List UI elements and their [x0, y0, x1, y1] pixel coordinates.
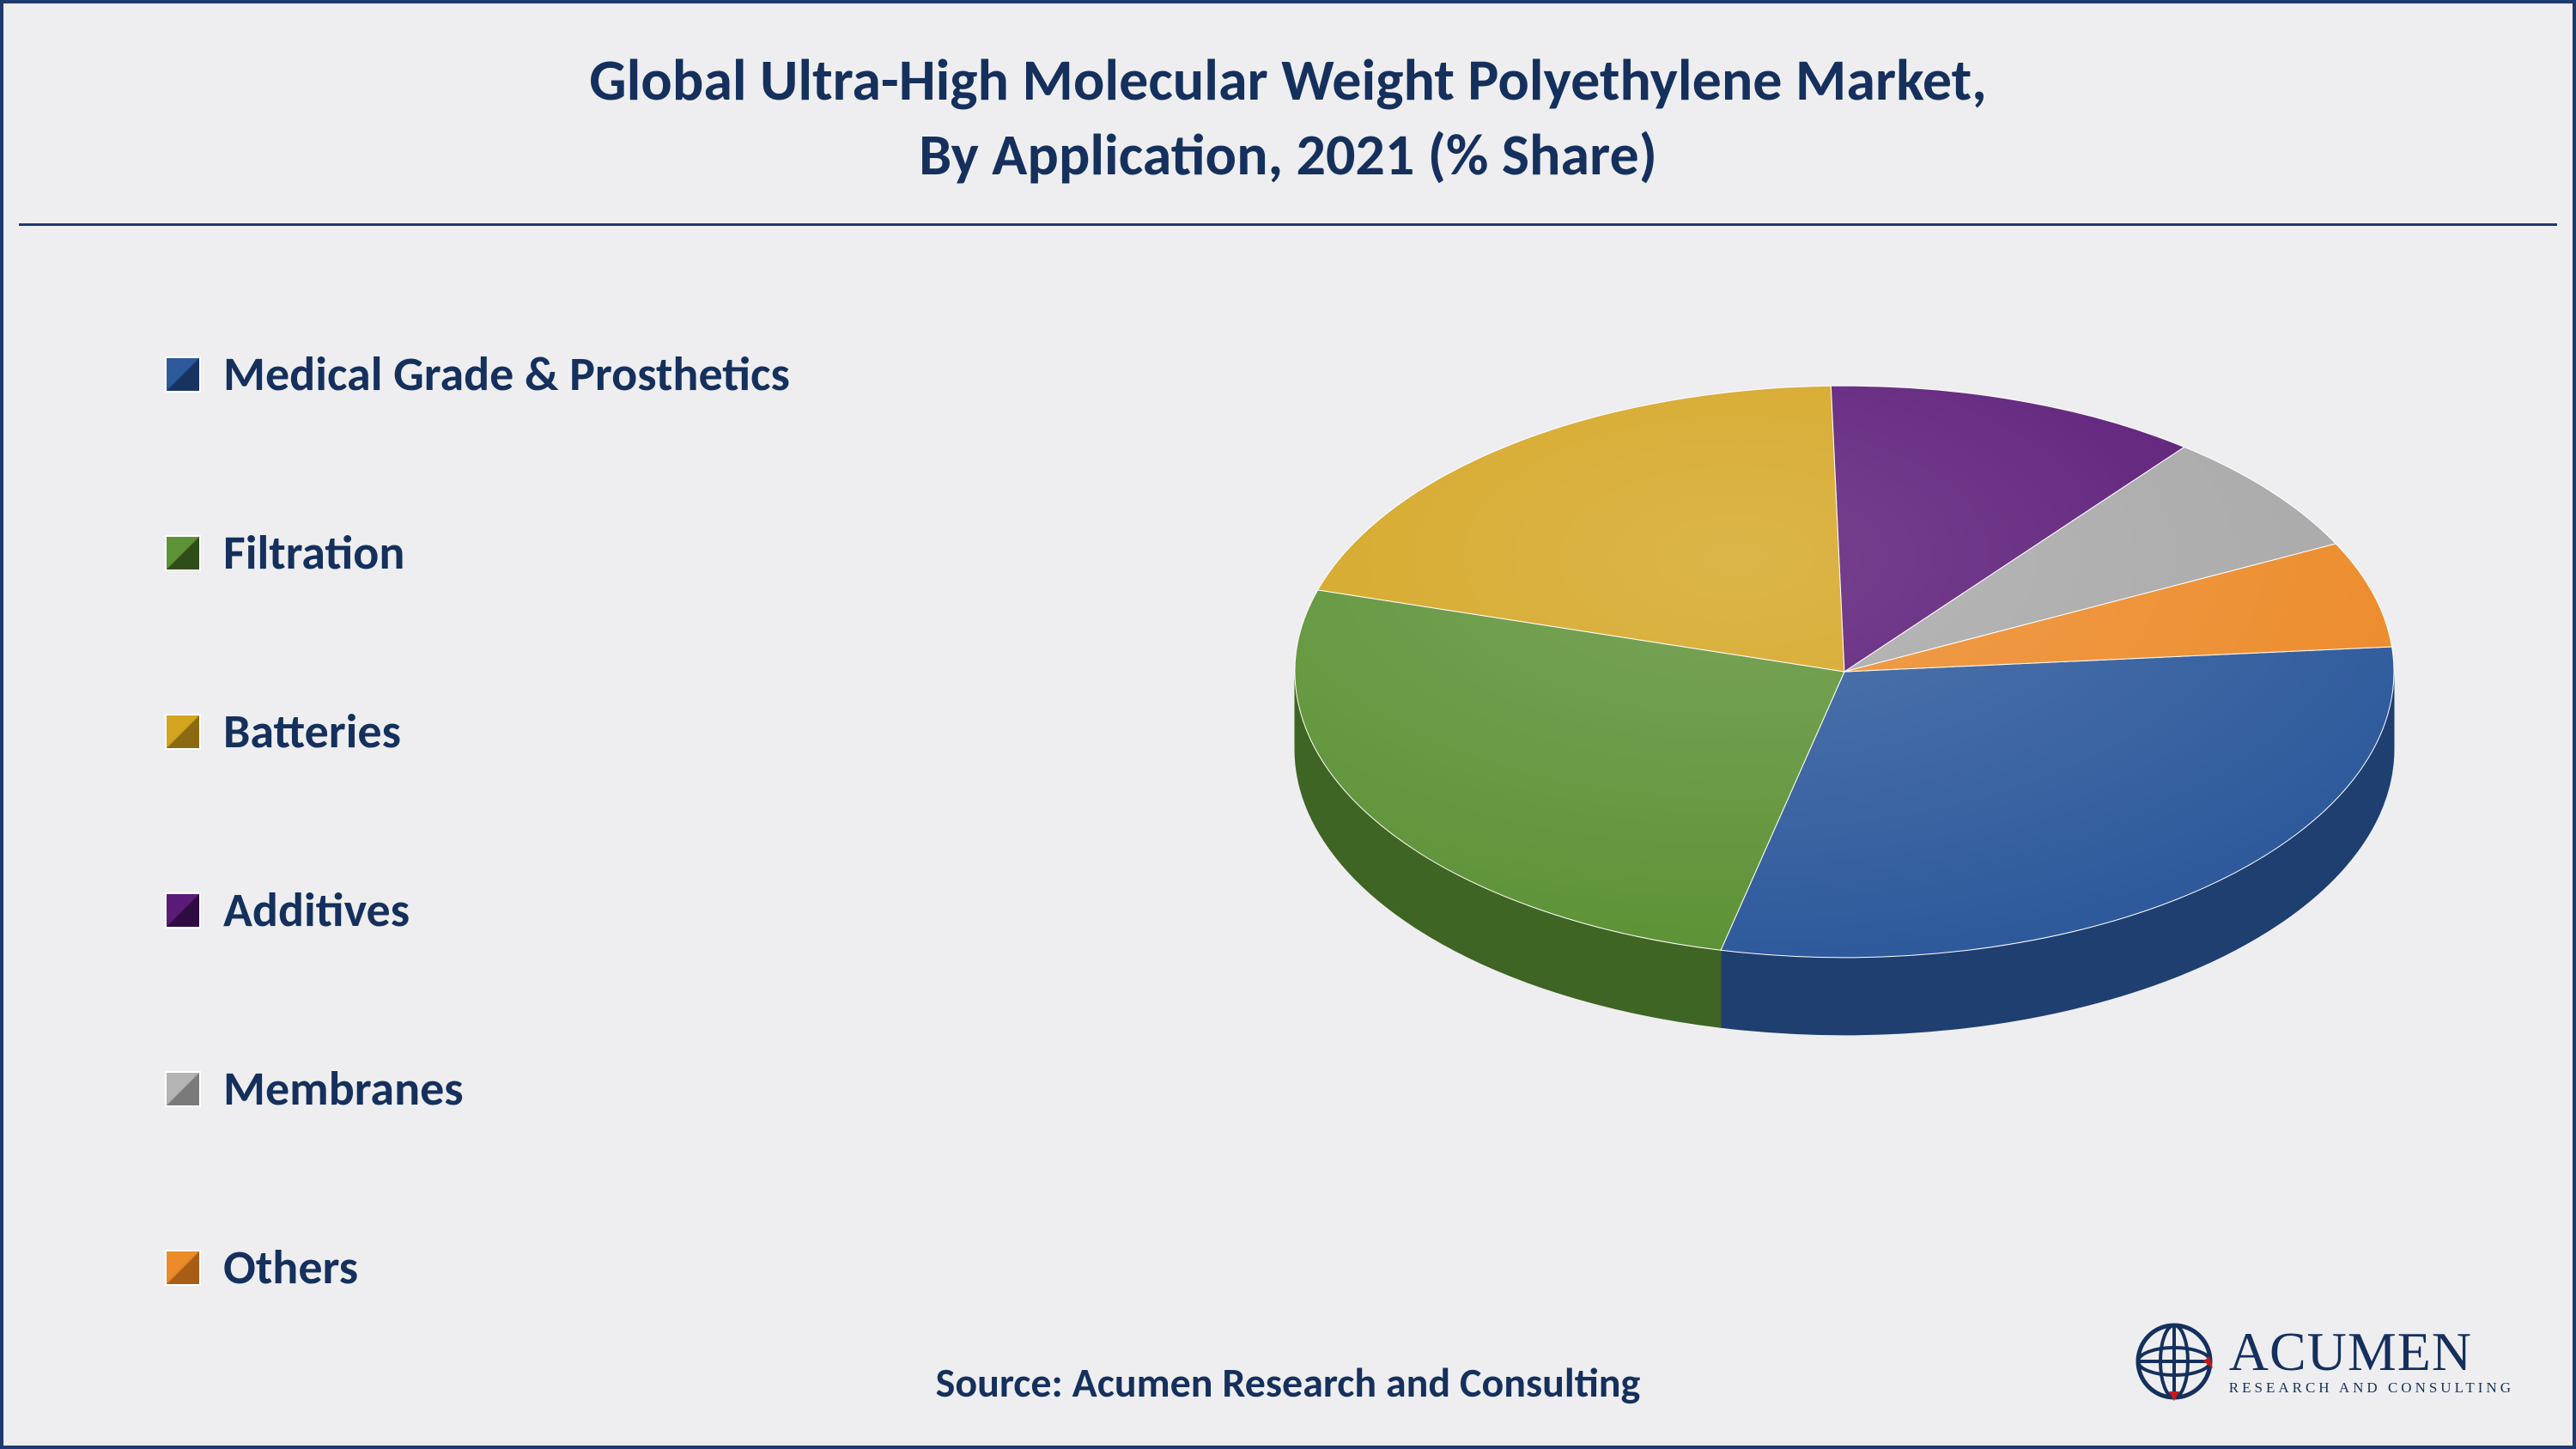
legend-item: Filtration: [165, 524, 790, 582]
logo-main-text: ACUMEN: [2229, 1326, 2472, 1379]
legend-swatch: [165, 535, 201, 571]
legend-item: Batteries: [165, 703, 790, 761]
legend-item: Medical Grade & Prosthetics: [165, 345, 790, 404]
legend-swatch: [165, 1071, 201, 1107]
legend: Medical Grade & Prosthetics Filtration Bat…: [165, 345, 790, 1297]
title-line-1: Global Ultra-High Molecular Weight Polye…: [53, 43, 2523, 118]
legend-label: Batteries: [223, 703, 401, 761]
legend-item: Membranes: [165, 1060, 790, 1118]
legend-label: Additives: [223, 881, 410, 940]
legend-label: Membranes: [223, 1060, 464, 1118]
legend-label: Medical Grade & Prosthetics: [223, 345, 790, 404]
chart-inner: Global Ultra-High Molecular Weight Polye…: [19, 19, 2557, 1430]
pie-chart: [1192, 345, 2480, 1118]
legend-label: Filtration: [223, 524, 404, 582]
legend-swatch: [165, 356, 201, 393]
globe-icon: [2131, 1318, 2217, 1404]
legend-item: Additives: [165, 881, 790, 940]
logo-text: ACUMEN RESEARCH AND CONSULTING: [2229, 1326, 2514, 1397]
title-block: Global Ultra-High Molecular Weight Polye…: [19, 19, 2557, 226]
content-area: Medical Grade & Prosthetics Filtration Bat…: [19, 277, 2557, 1430]
legend-swatch: [165, 1250, 201, 1286]
legend-label: Others: [223, 1239, 358, 1297]
acumen-logo: ACUMEN RESEARCH AND CONSULTING: [2131, 1318, 2514, 1404]
chart-frame: Global Ultra-High Molecular Weight Polye…: [0, 0, 2576, 1449]
logo-sub-text: RESEARCH AND CONSULTING: [2229, 1379, 2514, 1397]
legend-item: Others: [165, 1239, 790, 1297]
legend-swatch: [165, 714, 201, 750]
title-line-2: By Application, 2021 (% Share): [53, 118, 2523, 192]
legend-swatch: [165, 892, 201, 928]
